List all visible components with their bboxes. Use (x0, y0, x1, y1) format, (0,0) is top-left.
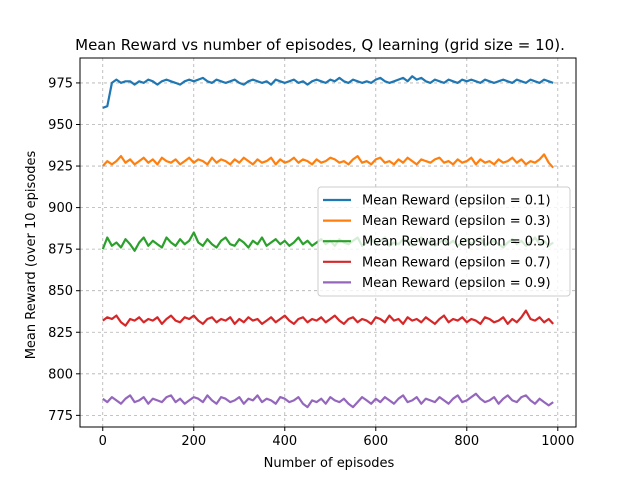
x-tick-label: 200 (181, 434, 206, 449)
y-tick-label: 950 (48, 118, 73, 133)
x-tick-label: 1000 (541, 434, 574, 449)
y-axis-ticks: 775 800 825 850 875 900 925 950 975 (48, 76, 80, 424)
series-line-2 (101, 153, 555, 169)
y-tick-label: 775 (48, 409, 73, 424)
chart-title: Mean Reward vs number of episodes, Q lea… (75, 36, 565, 54)
legend-entry-label: Mean Reward (epsilon = 0.5) (362, 235, 551, 250)
x-tick-label: 400 (272, 434, 297, 449)
x-axis-ticks: 0 200 400 600 800 1000 (99, 427, 574, 449)
x-axis-label: Number of episodes (264, 456, 395, 471)
y-tick-label: 825 (48, 326, 73, 341)
y-tick-label: 850 (48, 284, 73, 299)
legend: Mean Reward (epsilon = 0.1) Mean Reward (… (317, 186, 571, 297)
plot-frame (79, 57, 577, 428)
legend-entry-label: Mean Reward (epsilon = 0.9) (362, 276, 551, 291)
y-tick-label: 975 (48, 76, 73, 91)
x-tick-label: 800 (454, 434, 479, 449)
x-tick-label: 600 (363, 434, 388, 449)
series-line-1 (102, 75, 554, 109)
y-axis-label: Mean Reward (over 10 episodes (24, 150, 39, 359)
y-tick-label: 800 (48, 367, 73, 382)
legend-entry-label: Mean Reward (epsilon = 0.1) (362, 194, 551, 209)
y-tick-label: 900 (48, 201, 73, 216)
legend-entry-label: Mean Reward (epsilon = 0.7) (362, 255, 551, 270)
legend-entry-label: Mean Reward (epsilon = 0.3) (362, 214, 551, 229)
x-tick-label: 0 (99, 434, 107, 449)
y-tick-label: 925 (48, 160, 73, 175)
series-line-4 (102, 309, 555, 327)
legend-box (317, 186, 571, 297)
y-tick-label: 875 (48, 243, 73, 258)
series-line-5 (102, 392, 554, 409)
